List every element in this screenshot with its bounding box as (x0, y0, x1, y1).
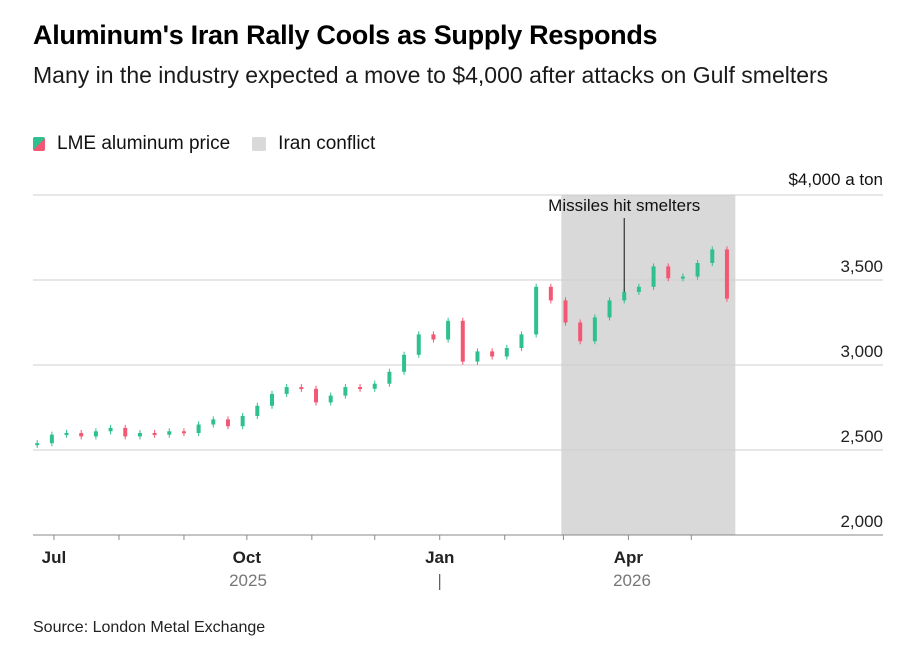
candle (167, 431, 172, 435)
candle (680, 276, 685, 279)
candle (460, 320, 465, 362)
candle (475, 351, 480, 362)
candle (651, 266, 656, 287)
legend-price-label: LME aluminum price (57, 133, 231, 154)
chart-subtitle: Many in the industry expected a move to … (33, 62, 829, 88)
y-unit-label: $4,000 a ton (788, 170, 883, 189)
candle (314, 388, 319, 403)
candle (431, 334, 436, 340)
candle (695, 263, 700, 277)
candle (490, 351, 495, 357)
candle (372, 383, 377, 389)
annotation-label: Missiles hit smelters (548, 196, 700, 215)
candle (724, 249, 729, 299)
candle (196, 424, 201, 433)
source-note: Source: London Metal Exchange (33, 619, 266, 636)
candle (328, 395, 333, 403)
x-tick-label: Jan (425, 548, 454, 567)
candle (446, 320, 451, 340)
y-tick-label: 2,000 (840, 512, 883, 531)
x-tick-label: Jul (42, 548, 67, 567)
candle (636, 286, 641, 292)
candle (343, 387, 348, 396)
candle (255, 405, 260, 416)
candle (578, 322, 583, 342)
candle (64, 433, 69, 435)
candle (152, 433, 157, 435)
candle (211, 419, 216, 425)
candle (563, 300, 568, 323)
legend-conflict-label: Iran conflict (278, 133, 376, 154)
candle (358, 387, 363, 390)
price-series (35, 246, 729, 448)
legend: LME aluminum price Iran conflict (33, 132, 397, 156)
candle (519, 334, 524, 348)
legend-item-price: LME aluminum price (33, 133, 230, 155)
legend-item-conflict: Iran conflict (252, 133, 375, 155)
candle (93, 431, 98, 437)
y-tick-label: 3,000 (840, 342, 883, 361)
candle (240, 416, 245, 427)
candle (270, 393, 275, 406)
candle (710, 249, 715, 263)
candle (592, 317, 597, 342)
candle (548, 286, 553, 301)
year-label: 2025 (229, 571, 267, 590)
candle (123, 427, 128, 437)
year-label: 2026 (613, 571, 651, 590)
candle (666, 266, 671, 279)
shade-swatch-icon (252, 137, 267, 151)
candle (387, 371, 392, 384)
candle (607, 300, 612, 318)
candle-swatch-icon (33, 137, 45, 151)
candle (225, 419, 230, 427)
candle (108, 427, 113, 432)
candle (35, 443, 40, 446)
candle (299, 387, 304, 390)
y-tick-label: 2,500 (840, 427, 883, 446)
candle (622, 291, 627, 301)
candle (49, 434, 54, 444)
chart-title: Aluminum's Iran Rally Cools as Supply Re… (33, 20, 658, 50)
y-tick-label: 3,500 (840, 257, 883, 276)
candle (181, 431, 186, 434)
candle (137, 433, 142, 437)
candle (534, 286, 539, 335)
candle (402, 354, 407, 372)
candle (416, 334, 421, 355)
candle (79, 433, 84, 437)
x-tick-label: Apr (614, 548, 644, 567)
candle (504, 348, 509, 357)
candle (284, 387, 289, 394)
x-tick-label: Oct (233, 548, 262, 567)
